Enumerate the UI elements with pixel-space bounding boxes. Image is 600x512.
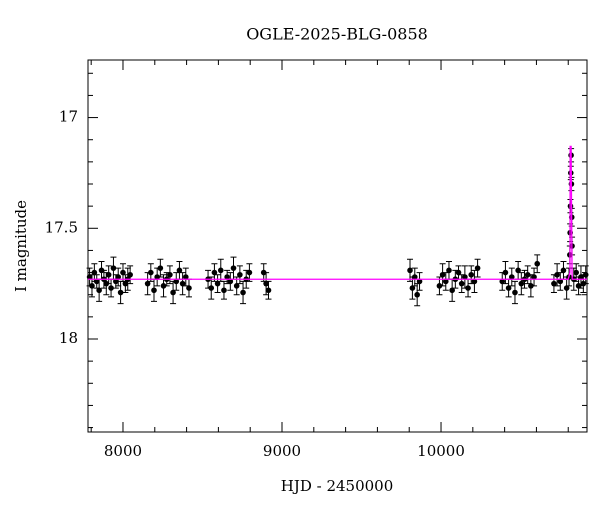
data-point xyxy=(148,269,154,276)
plot-frame xyxy=(87,59,588,433)
data-point xyxy=(86,274,93,280)
model-line xyxy=(88,145,587,280)
data-point xyxy=(211,269,218,276)
data-point xyxy=(110,265,117,271)
chart-title: OGLE-2025-BLG-0858 xyxy=(246,25,428,44)
data-point xyxy=(449,287,455,294)
data-point xyxy=(91,269,98,276)
data-point xyxy=(471,278,478,285)
data-point xyxy=(551,280,557,287)
data-point xyxy=(502,269,509,276)
data-point xyxy=(173,278,180,285)
data-point xyxy=(182,274,189,280)
data-point xyxy=(458,280,465,287)
data-point xyxy=(575,283,582,289)
data-point xyxy=(157,265,164,271)
data-point xyxy=(230,265,237,271)
data-point xyxy=(515,267,521,274)
x-axis-label: HJD - 2450000 xyxy=(281,477,394,495)
data-point xyxy=(582,271,589,278)
data-point xyxy=(170,289,176,296)
data-point xyxy=(462,274,468,280)
data-point xyxy=(528,283,534,289)
data-point xyxy=(474,265,481,271)
data-point xyxy=(465,285,471,291)
y-tick-label: 18 xyxy=(59,329,78,347)
data-point xyxy=(439,271,446,278)
data-point xyxy=(578,274,584,280)
x-tick-label: 8000 xyxy=(104,442,142,460)
data-point xyxy=(557,278,564,285)
data-point xyxy=(411,274,418,280)
data-point xyxy=(117,289,124,296)
data-point xyxy=(505,285,512,291)
data-point xyxy=(221,287,227,294)
data-point xyxy=(108,285,114,291)
x-tick-label: 10000 xyxy=(417,442,465,460)
data-point xyxy=(531,274,537,280)
data-point xyxy=(265,287,272,294)
data-point xyxy=(127,271,133,278)
data-point xyxy=(122,280,129,287)
data-point xyxy=(224,274,230,280)
data-point xyxy=(186,285,192,291)
data-point xyxy=(154,274,160,280)
data-point xyxy=(499,278,506,285)
data-point xyxy=(246,269,253,276)
data-point xyxy=(237,271,243,278)
data-point xyxy=(93,278,100,285)
data-point xyxy=(407,267,413,274)
data-point xyxy=(518,280,525,287)
data-point xyxy=(227,278,234,285)
data-point xyxy=(263,280,269,287)
y-tick-label: 17 xyxy=(59,108,78,126)
data-point xyxy=(468,271,475,278)
data-point xyxy=(524,271,531,278)
data-point xyxy=(208,285,215,291)
data-point xyxy=(240,289,246,296)
data-point xyxy=(113,278,119,285)
data-point xyxy=(455,269,462,276)
data-point xyxy=(409,285,416,291)
data-point xyxy=(151,287,157,294)
data-point xyxy=(563,285,570,291)
y-tick-label: 17.5 xyxy=(45,218,78,236)
data-point xyxy=(534,260,541,267)
data-point xyxy=(105,271,112,278)
data-point xyxy=(573,269,579,276)
data-point xyxy=(120,269,126,276)
data-point xyxy=(144,280,151,287)
data-point xyxy=(414,291,420,298)
y-axis-label: I magnitude xyxy=(12,200,30,292)
data-point xyxy=(176,267,183,274)
data-point xyxy=(512,289,518,296)
data-point xyxy=(179,280,186,287)
data-point xyxy=(436,283,443,289)
data-point xyxy=(214,280,221,287)
data-point xyxy=(96,287,102,294)
data-point xyxy=(167,271,173,278)
data-point xyxy=(560,267,567,274)
data-point xyxy=(89,283,95,289)
data-point xyxy=(160,283,167,289)
data-point xyxy=(233,283,240,289)
data-point xyxy=(217,267,224,274)
data-point xyxy=(508,274,515,280)
x-tick-label: 9000 xyxy=(263,442,301,460)
data-point xyxy=(416,278,423,285)
data-point xyxy=(446,267,452,274)
data-point xyxy=(442,278,449,285)
data-point xyxy=(115,274,122,280)
data-point xyxy=(554,271,560,278)
